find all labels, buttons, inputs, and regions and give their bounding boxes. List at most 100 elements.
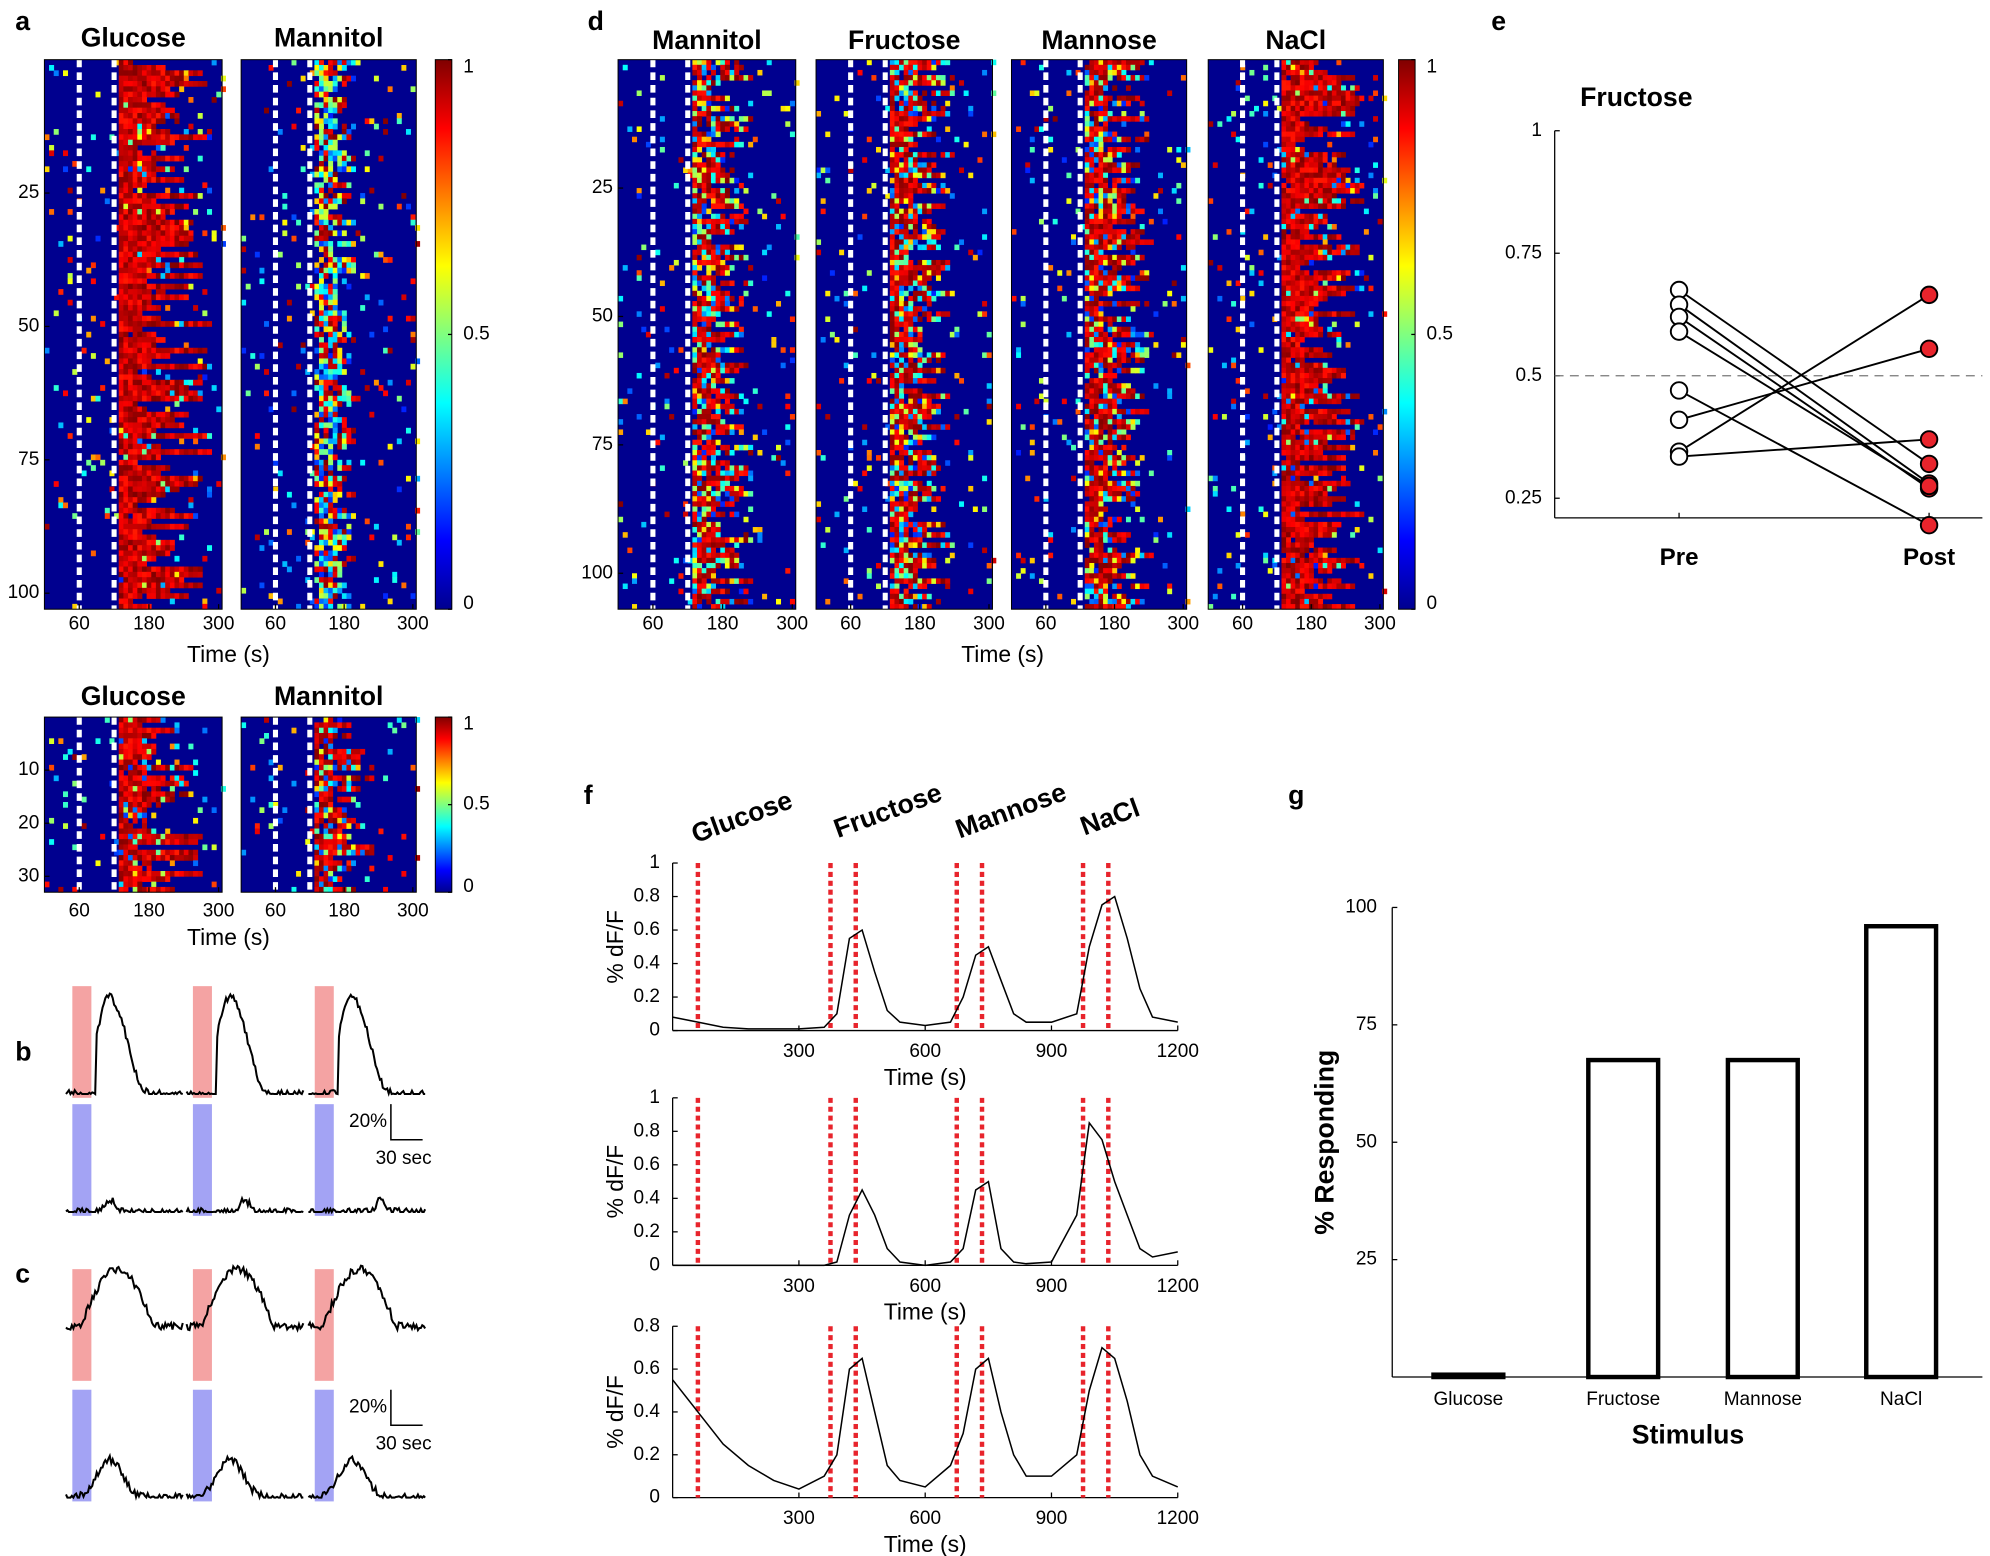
heatmap-cell [636, 270, 642, 276]
heatmap-cell [899, 388, 905, 394]
heatmap-cell [155, 219, 161, 226]
heatmap-cell [202, 81, 208, 87]
heatmap-cell [332, 283, 338, 290]
heatmap-cell [729, 105, 735, 112]
heatmap-cell [692, 516, 698, 523]
heatmap-cell [908, 265, 914, 271]
heatmap-cell [636, 193, 642, 199]
heatmap-cell [323, 91, 329, 98]
heatmap-cell [286, 491, 292, 498]
heatmap-cell [174, 193, 180, 199]
heatmap-cell [118, 315, 124, 322]
heatmap-cell [132, 566, 138, 573]
heatmap-cell [165, 791, 171, 798]
heatmap-cell [954, 331, 960, 338]
heatmap-cell [820, 337, 826, 343]
heatmap-cell [323, 342, 329, 349]
heatmap-cell [346, 748, 352, 755]
heatmap-cell [323, 465, 329, 471]
heatmap-cell [323, 75, 329, 82]
heatmap-cell [118, 193, 124, 199]
heatmap-cell [118, 817, 124, 824]
heatmap-cell [738, 491, 744, 497]
heatmap-cell [903, 542, 909, 548]
heatmap-cell [908, 557, 914, 564]
heatmap-cell [1048, 146, 1054, 153]
heatmap-cell [706, 362, 712, 369]
heatmap-cell [697, 557, 703, 564]
heatmap-cell [160, 385, 166, 391]
heatmap-cell [692, 270, 698, 276]
heatmap-cell [169, 395, 175, 402]
heatmap-cell [894, 557, 900, 564]
heatmap-cell [151, 75, 157, 82]
heatmap-cell [701, 331, 707, 338]
heatmap-cell [706, 414, 712, 420]
heatmap-cell [885, 496, 891, 502]
heatmap-cell [273, 459, 279, 466]
heatmap-cell [378, 299, 384, 306]
heatmap-cell [165, 433, 171, 439]
heatmap-cell [328, 577, 334, 583]
heatmap-cell [128, 865, 134, 872]
heatmap-cell [931, 203, 937, 209]
heatmap-cell [926, 424, 932, 430]
heatmap-cell [945, 424, 951, 430]
heatmap-cell [710, 362, 716, 369]
heatmap-cell [141, 262, 147, 269]
heatmap-cell [912, 105, 918, 112]
heatmap-cell [337, 310, 343, 317]
heatmap-cell [715, 388, 721, 394]
heatmap-cell [710, 357, 716, 364]
heatmap-cell [903, 116, 909, 122]
heatmap-cell [889, 403, 895, 410]
heatmap-cell [720, 193, 726, 199]
heatmap-cell [174, 759, 180, 766]
heatmap-cell [771, 337, 777, 343]
heatmap-cell [776, 598, 782, 605]
heatmap-cell [332, 513, 338, 519]
heatmap-cell [132, 770, 138, 776]
heatmap-cell [118, 102, 124, 109]
heatmap-cell [692, 285, 698, 292]
heatmap-cell [118, 860, 124, 867]
heatmap-cell [160, 465, 166, 471]
heatmap-cell [323, 422, 329, 429]
heatmap-cell [323, 86, 329, 93]
heatmap-cell [337, 107, 343, 114]
y-tick-label: 25 [592, 177, 613, 198]
heatmap-cell [341, 593, 347, 599]
heatmap-cell [174, 262, 180, 269]
heatmap-cell [328, 593, 334, 599]
heatmap-cell [706, 532, 712, 538]
heatmap-cell [697, 234, 703, 240]
heatmap-cell [300, 166, 306, 173]
heatmap-cell [277, 251, 283, 258]
heatmap-cell [146, 171, 152, 178]
heatmap-cell [931, 162, 937, 168]
heatmap-cell [1084, 69, 1090, 76]
heatmap-cell [692, 111, 698, 117]
heatmap-cell [44, 347, 50, 354]
heatmap-cell [323, 65, 329, 71]
heatmap-cell [899, 218, 905, 225]
heatmap-cell [748, 444, 754, 451]
heatmap-cell [137, 577, 143, 583]
heatmap-cell [318, 876, 324, 882]
heatmap-cell [169, 486, 175, 493]
heatmap-cell [132, 118, 138, 125]
heatmap-cell [757, 403, 763, 410]
heatmap-cell [982, 131, 988, 138]
heatmap-cell [118, 486, 124, 493]
heatmap-cell [912, 100, 918, 107]
heatmap-cell [337, 603, 343, 610]
heatmap-cell [697, 229, 703, 235]
heatmap-cell [314, 321, 320, 327]
heatmap-cell [141, 754, 147, 760]
heatmap-cell [169, 598, 175, 605]
heatmap-cell [264, 733, 269, 739]
heatmap-cell [346, 257, 352, 263]
heatmap-cell [748, 506, 754, 513]
heatmap-cell [894, 408, 900, 415]
heatmap-cell [341, 807, 347, 813]
